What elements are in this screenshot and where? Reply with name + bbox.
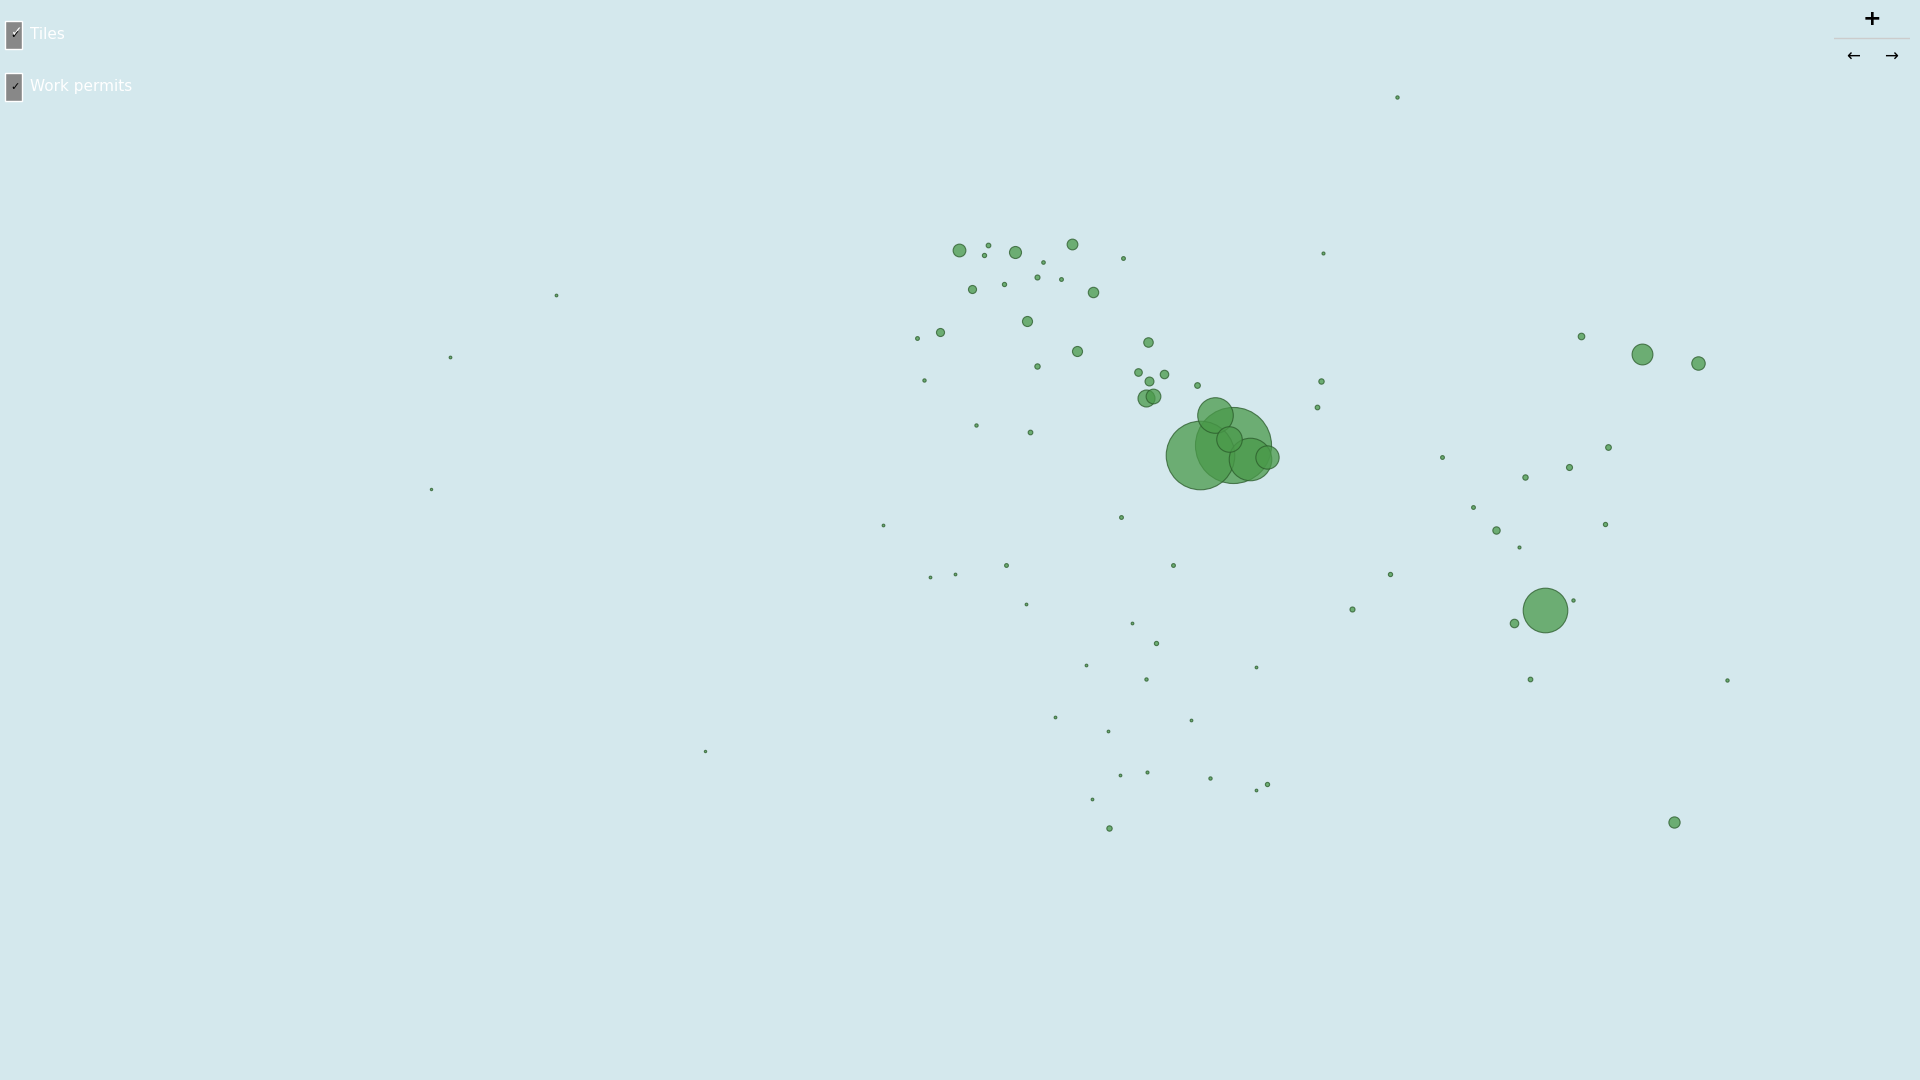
Point xyxy=(1062,342,1092,360)
Point xyxy=(1010,595,1041,612)
Point xyxy=(868,516,899,534)
Point xyxy=(1131,764,1162,781)
Point xyxy=(1306,372,1336,389)
Point xyxy=(434,348,465,365)
Point xyxy=(1094,820,1125,837)
Point xyxy=(1140,634,1171,651)
Point xyxy=(1123,363,1154,380)
Point xyxy=(989,275,1020,293)
Point xyxy=(1131,671,1162,688)
Point xyxy=(1235,450,1265,468)
Point xyxy=(1503,538,1534,555)
Point xyxy=(973,237,1004,254)
Text: Work permits: Work permits xyxy=(29,79,132,94)
Point xyxy=(1200,406,1231,423)
Point xyxy=(1108,249,1139,267)
Point xyxy=(939,566,970,583)
Point xyxy=(1106,509,1137,526)
Bar xyxy=(6,72,21,102)
Point xyxy=(1077,791,1108,808)
Point xyxy=(902,329,933,347)
Point xyxy=(1016,423,1046,441)
Point xyxy=(960,416,991,433)
Point xyxy=(1175,711,1206,728)
Point xyxy=(1041,707,1071,725)
Point xyxy=(925,324,956,341)
Point xyxy=(689,742,720,759)
Point xyxy=(945,241,975,258)
Point xyxy=(1302,399,1332,416)
Point xyxy=(1557,591,1588,608)
Point xyxy=(1135,372,1165,389)
Point xyxy=(1071,657,1102,674)
Point xyxy=(1027,254,1058,271)
Point xyxy=(1375,566,1405,583)
Point xyxy=(1133,334,1164,351)
Point xyxy=(541,286,572,303)
Point xyxy=(1046,271,1077,288)
Point xyxy=(1498,615,1528,632)
Text: Tiles: Tiles xyxy=(29,27,65,42)
Point xyxy=(417,480,447,497)
Point xyxy=(1480,522,1511,539)
Point xyxy=(1092,723,1123,740)
Point xyxy=(1240,782,1271,799)
Point xyxy=(1077,283,1108,300)
Text: ✓: ✓ xyxy=(12,30,19,40)
Point xyxy=(968,246,998,264)
Point xyxy=(1158,556,1188,573)
Point xyxy=(1427,448,1457,465)
Point xyxy=(1626,346,1657,363)
Point xyxy=(1131,390,1162,407)
Point xyxy=(1012,312,1043,329)
Point xyxy=(1590,516,1620,534)
Point xyxy=(1336,600,1367,618)
Point xyxy=(1382,89,1413,106)
Point xyxy=(1185,446,1215,463)
Point xyxy=(1515,671,1546,688)
Point xyxy=(1252,775,1283,793)
Point xyxy=(1056,235,1087,253)
Point xyxy=(1181,377,1212,394)
Point xyxy=(1217,436,1248,454)
Text: ✓: ✓ xyxy=(12,82,19,92)
Point xyxy=(1682,355,1713,373)
Bar xyxy=(6,21,21,50)
Point xyxy=(1213,431,1244,448)
Text: →: → xyxy=(1884,48,1899,66)
Point xyxy=(1594,438,1624,456)
Point xyxy=(914,568,945,585)
Point xyxy=(1104,766,1135,783)
Point xyxy=(1021,269,1052,286)
Point xyxy=(1117,615,1148,632)
Point xyxy=(1713,672,1743,689)
Point xyxy=(1194,769,1225,786)
Point xyxy=(1457,499,1488,516)
Point xyxy=(1000,243,1031,260)
Point xyxy=(1565,327,1596,345)
Point xyxy=(1530,602,1561,619)
Point xyxy=(1240,659,1271,676)
Point xyxy=(991,556,1021,573)
Point xyxy=(1659,813,1690,831)
Point xyxy=(1553,458,1584,475)
Text: ✓: ✓ xyxy=(12,26,23,39)
Text: +: + xyxy=(1862,9,1882,29)
Point xyxy=(908,372,939,389)
Point xyxy=(1308,244,1338,261)
Text: ←: ← xyxy=(1845,48,1860,66)
Point xyxy=(1021,357,1052,375)
Point xyxy=(1148,365,1179,382)
Point xyxy=(956,281,987,298)
Point xyxy=(1509,468,1540,485)
Point xyxy=(1139,387,1169,404)
Point xyxy=(1252,448,1283,465)
